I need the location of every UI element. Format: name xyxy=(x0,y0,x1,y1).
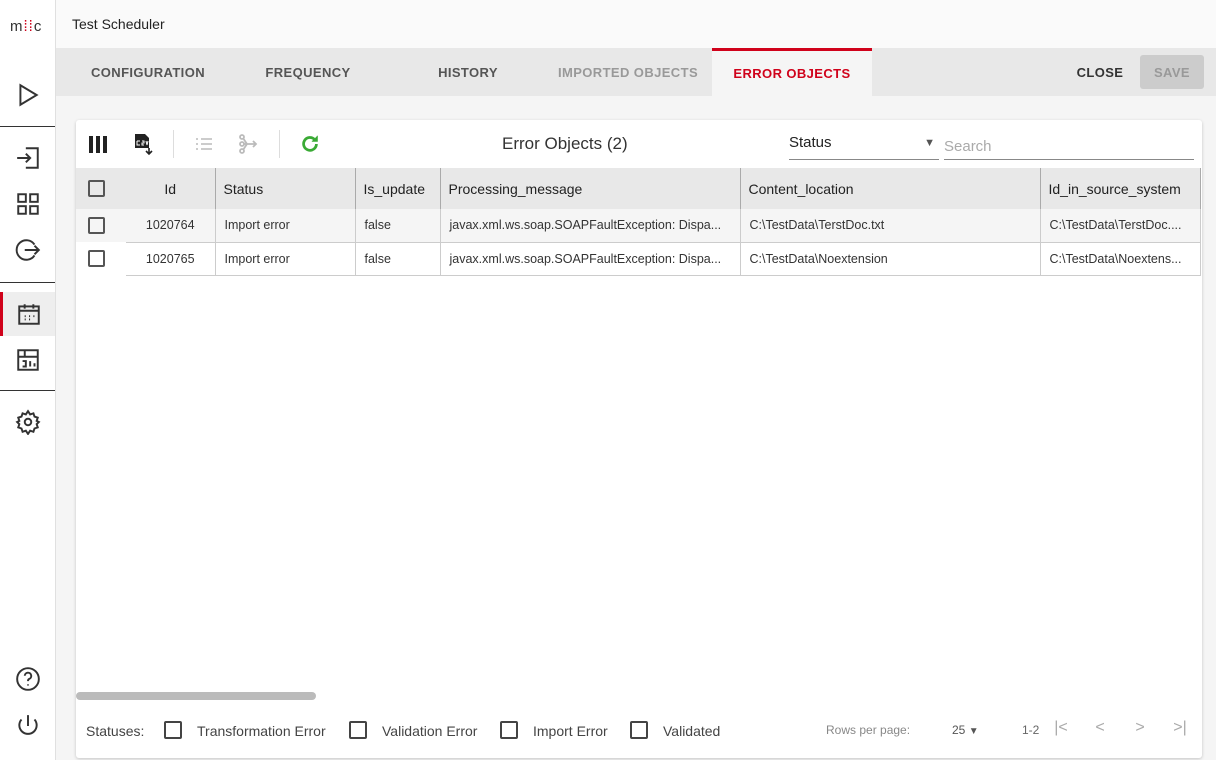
sidebar-item-dashboard[interactable] xyxy=(0,182,55,226)
tab-imported-objects[interactable]: IMPORTED OBJECTS xyxy=(557,64,699,80)
tab-bar: CONFIGURATION FREQUENCY HISTORY IMPORTED… xyxy=(56,48,1216,96)
cell-is-update: false xyxy=(355,242,441,276)
table-title: Error Objects (2) xyxy=(502,134,628,153)
close-button[interactable]: CLOSE xyxy=(1076,64,1124,80)
sidebar-item-import[interactable] xyxy=(0,136,55,180)
search-input[interactable] xyxy=(944,134,1194,160)
status-checkbox-validated[interactable] xyxy=(630,721,648,739)
help-icon xyxy=(15,667,40,691)
branch-icon xyxy=(239,134,258,154)
status-filter-value: Status xyxy=(789,134,832,151)
cell-content-location: C:\TestData\TerstDoc.txt xyxy=(740,209,1041,243)
import-icon xyxy=(16,147,39,169)
status-filter-select[interactable]: Status ▼ xyxy=(789,134,939,160)
cell-status: Import error xyxy=(215,242,356,276)
error-objects-panel: Error Objects (2) Status ▼ Id Status Is_u… xyxy=(76,120,1202,758)
csv-icon xyxy=(135,134,153,156)
divider xyxy=(0,390,55,391)
divider xyxy=(0,126,55,127)
sidebar-item-export[interactable] xyxy=(0,228,55,272)
cell-processing-message: javax.xml.ws.soap.SOAPFaultException: Di… xyxy=(440,209,741,243)
last-page-button[interactable]: >| xyxy=(1173,719,1187,736)
table-row[interactable]: 1020764 Import error false javax.xml.ws.… xyxy=(76,209,1202,243)
next-page-button[interactable]: > xyxy=(1135,719,1145,736)
rows-per-page-select[interactable]: 25 ▼ xyxy=(952,723,979,737)
power-icon xyxy=(17,715,38,735)
chevron-down-icon: ▼ xyxy=(924,137,935,149)
divider xyxy=(279,130,280,158)
status-label: Transformation Error xyxy=(197,723,326,739)
list-icon xyxy=(196,138,212,150)
list-button[interactable] xyxy=(192,132,216,156)
column-header-is-update[interactable]: Is_update xyxy=(355,168,441,209)
cell-status: Import error xyxy=(215,209,356,243)
sidebar-item-reports[interactable] xyxy=(0,338,55,382)
previous-page-button[interactable]: < xyxy=(1095,719,1105,736)
horizontal-scrollbar[interactable] xyxy=(76,692,316,700)
table-row[interactable]: 1020765 Import error false javax.xml.ws.… xyxy=(76,242,1202,276)
page-range: 1-2 xyxy=(1022,723,1040,737)
column-header-status[interactable]: Status xyxy=(215,168,356,209)
status-checkbox-validation-error[interactable] xyxy=(349,721,367,739)
status-checkbox-import-error[interactable] xyxy=(500,721,518,739)
status-label: Import Error xyxy=(533,723,608,739)
columns-icon xyxy=(89,135,107,153)
cell-processing-message: javax.xml.ws.soap.SOAPFaultException: Di… xyxy=(440,242,741,276)
grid-icon xyxy=(16,193,39,215)
export-csv-button[interactable] xyxy=(130,132,156,156)
cell-id-in-source-system: C:\TestData\TerstDoc.... xyxy=(1040,209,1201,243)
cell-content-location: C:\TestData\Noextension xyxy=(740,242,1041,276)
workflow-button[interactable] xyxy=(236,132,260,156)
cell-is-update: false xyxy=(355,209,441,243)
cell-id: 1020765 xyxy=(126,242,216,276)
column-header-id-in-source-system[interactable]: Id_in_source_system xyxy=(1040,168,1201,209)
page-title: Test Scheduler xyxy=(56,0,1216,48)
tab-error-objects[interactable]: ERROR OBJECTS xyxy=(712,48,872,96)
error-objects-table: Id Status Is_update Processing_message C… xyxy=(76,168,1202,276)
help-button[interactable] xyxy=(0,657,55,701)
column-header-content-location[interactable]: Content_location xyxy=(740,168,1041,209)
refresh-icon xyxy=(302,135,318,152)
divider xyxy=(173,130,174,158)
calendar-icon xyxy=(18,304,40,325)
divider xyxy=(0,282,55,283)
rows-per-page-value: 25 xyxy=(952,723,966,737)
first-page-button[interactable]: |< xyxy=(1054,719,1068,736)
status-label: Validated xyxy=(663,723,721,739)
play-icon xyxy=(18,83,39,107)
column-header-processing-message[interactable]: Processing_message xyxy=(440,168,741,209)
refresh-button[interactable] xyxy=(298,132,322,156)
cell-id-in-source-system: C:\TestData\Noextens... xyxy=(1040,242,1201,276)
report-icon xyxy=(16,349,39,371)
sidebar-item-run[interactable] xyxy=(0,73,55,117)
status-label: Validation Error xyxy=(382,723,478,739)
row-checkbox[interactable] xyxy=(76,209,126,242)
chevron-down-icon: ▼ xyxy=(968,726,979,737)
row-checkbox[interactable] xyxy=(76,242,126,275)
logout-button[interactable] xyxy=(0,704,55,748)
sidebar-item-scheduler[interactable] xyxy=(0,292,55,336)
cell-id: 1020764 xyxy=(126,209,216,243)
save-button[interactable]: SAVE xyxy=(1140,55,1204,89)
tab-configuration[interactable]: CONFIGURATION xyxy=(90,64,205,80)
sidebar: m⁞⁞c xyxy=(0,0,56,760)
column-header-id[interactable]: Id xyxy=(126,168,216,209)
tab-frequency[interactable]: FREQUENCY xyxy=(265,64,351,80)
table-footer: Statuses: Transformation Error Validatio… xyxy=(76,716,1202,746)
logo: m⁞⁞c xyxy=(10,18,43,35)
status-checkbox-transformation-error[interactable] xyxy=(164,721,182,739)
columns-button[interactable] xyxy=(86,132,110,156)
select-all-checkbox[interactable] xyxy=(76,168,126,209)
gear-icon xyxy=(15,409,40,435)
rows-per-page-label: Rows per page: xyxy=(826,723,911,737)
sidebar-item-settings[interactable] xyxy=(0,400,55,444)
tab-history[interactable]: HISTORY xyxy=(438,64,498,80)
export-icon xyxy=(15,239,40,261)
statuses-label: Statuses: xyxy=(86,723,145,739)
